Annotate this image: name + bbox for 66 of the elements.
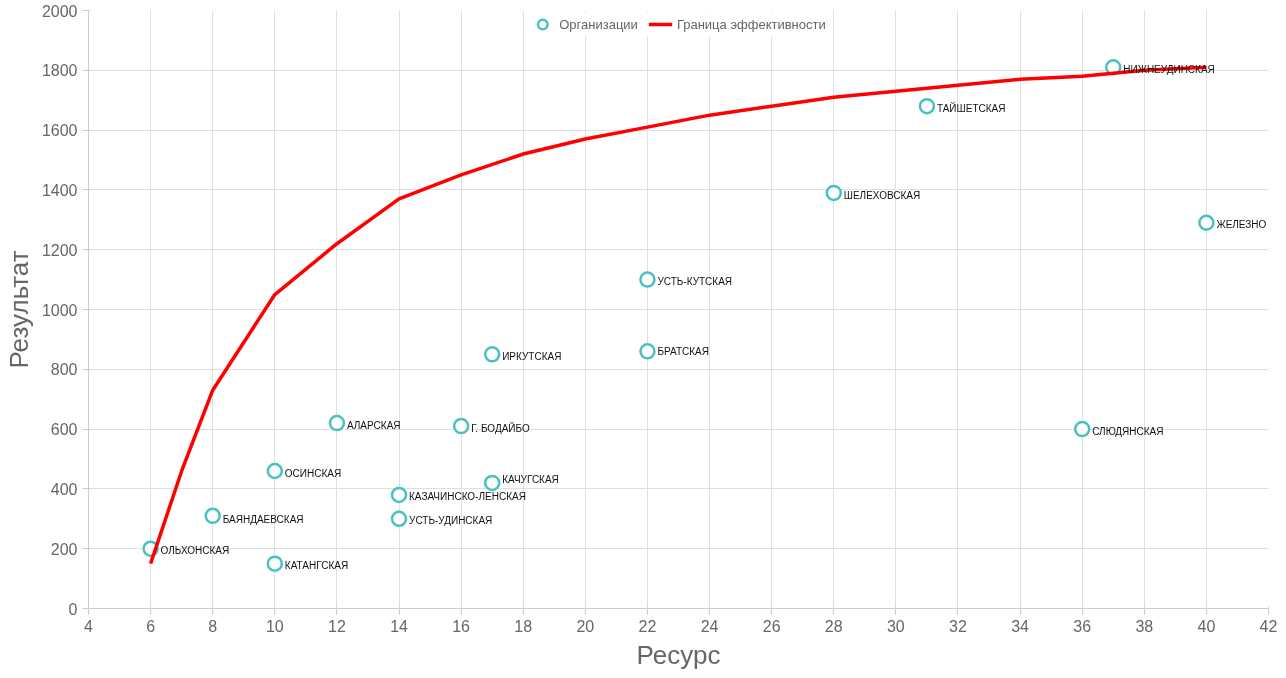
annotation: БАЯНДАЕВСКАЯ	[222, 513, 304, 525]
y-tick-label: 1400	[41, 181, 78, 199]
point	[918, 97, 936, 115]
x-tick-label: 20	[576, 617, 595, 635]
y-tick-label: 1000	[41, 301, 78, 319]
point	[825, 184, 843, 202]
y-tick-label: 1200	[41, 241, 78, 259]
x-axis-title: Ресурс	[636, 639, 721, 670]
annotation: Г. БОДАЙБО	[471, 422, 530, 435]
annotation: КАТАНГСКАЯ	[284, 560, 349, 572]
annotation: КАЧУГСКАЯ	[502, 473, 559, 485]
x-tick-label: 16	[452, 617, 471, 635]
point	[266, 462, 284, 480]
point	[390, 510, 408, 528]
x-tick-label: 14	[390, 617, 409, 635]
point	[1073, 420, 1091, 438]
annotation: КАЗАЧИНСКО-ЛЕНСКАЯ	[409, 491, 526, 503]
x-tick-label: 42	[1259, 617, 1278, 635]
y-tick-label: 1800	[41, 62, 78, 80]
x-tick-label: 28	[824, 617, 843, 635]
annotation: ШЕЛЕХОВСКАЯ	[843, 189, 921, 201]
x-tick-label: 32	[949, 617, 967, 635]
y-tick-label: 600	[50, 421, 78, 439]
annotation: ЖЕЛЕЗНО	[1216, 218, 1267, 230]
annotation: УСТЬ-КУТСКАЯ	[657, 276, 733, 288]
legend-label: Организации	[559, 16, 638, 32]
annotation: ОСИНСКАЯ	[284, 467, 342, 479]
y-tick-label: 800	[50, 361, 78, 379]
x-tick-label: 40	[1197, 617, 1216, 635]
annotation: ОЛЬХОНСКАЯ	[160, 545, 230, 557]
point	[266, 555, 284, 572]
point	[483, 474, 501, 492]
point	[483, 346, 501, 363]
annotation: БРАТСКАЯ	[657, 346, 709, 358]
x-tick-label: 10	[265, 617, 284, 635]
y-tick-label: 1600	[41, 122, 78, 140]
annotation: СЛЮДЯНСКАЯ	[1092, 426, 1164, 438]
x-tick-label: 4	[84, 617, 94, 635]
point	[452, 417, 470, 435]
x-tick-label: 26	[762, 617, 781, 635]
y-tick-label: 0	[68, 600, 78, 618]
legend-label: Граница эффективности	[676, 16, 826, 32]
x-tick-label: 18	[514, 617, 533, 635]
point	[639, 271, 656, 288]
point	[390, 486, 408, 504]
point	[639, 343, 656, 360]
x-tick-label: 38	[1135, 617, 1154, 635]
x-tick-label: 36	[1073, 617, 1092, 635]
x-tick-label: 6	[146, 617, 156, 635]
annotation: ИРКУТСКАЯ	[502, 350, 562, 362]
point	[204, 507, 221, 525]
point	[1198, 214, 1215, 232]
y-tick-label: 2000	[41, 2, 78, 20]
x-tick-label: 24	[700, 617, 719, 635]
annotation: АЛАРСКАЯ	[346, 419, 401, 431]
point	[328, 414, 346, 432]
x-tick-label: 34	[1011, 617, 1030, 635]
x-tick-label: 8	[208, 617, 218, 635]
y-axis-title: Результат	[3, 250, 34, 369]
x-tick-label: 12	[328, 617, 346, 635]
y-tick-label: 200	[50, 540, 78, 558]
y-tick-label: 400	[50, 480, 78, 498]
x-tick-label: 22	[638, 617, 657, 635]
annotation: ТАЙШЕТСКАЯ	[936, 101, 1006, 114]
annotation: УСТЬ-УДИНСКАЯ	[409, 515, 493, 527]
x-tick-label: 30	[886, 617, 905, 635]
